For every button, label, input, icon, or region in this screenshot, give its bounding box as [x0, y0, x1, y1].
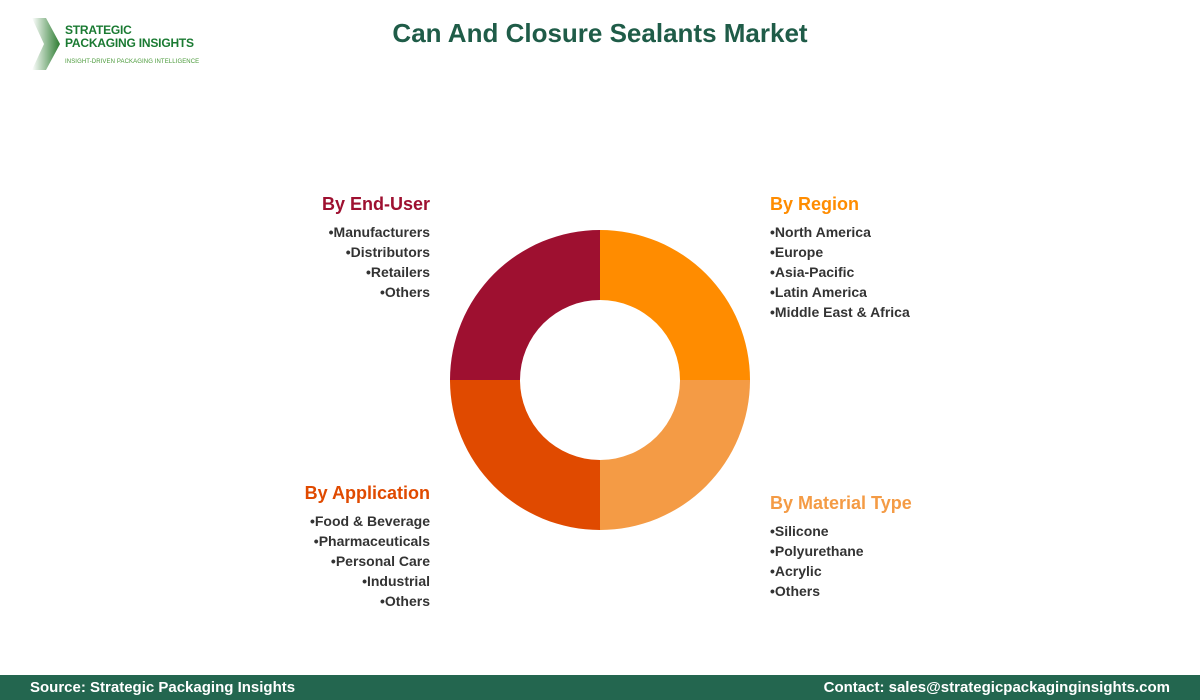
legend-group-material-type: By Material Type SiliconePolyurethaneAcry…: [770, 493, 912, 601]
group-item: Pharmaceuticals: [305, 531, 430, 551]
group-item: Acrylic: [770, 561, 912, 581]
group-item: Europe: [770, 242, 910, 262]
contact-text: Contact: sales@strategicpackaginginsight…: [823, 679, 1170, 696]
donut-segment-by-material-type: [600, 380, 750, 530]
donut-segment-by-region: [600, 230, 750, 380]
group-item: Others: [305, 591, 430, 611]
footer: Source: Strategic Packaging Insights Con…: [0, 675, 1200, 700]
logo-name: STRATEGIC PACKAGING INSIGHTS: [65, 23, 194, 50]
group-title: By Material Type: [770, 493, 912, 513]
group-item: Polyurethane: [770, 541, 912, 561]
group-item: Silicone: [770, 521, 912, 541]
group-item: Others: [322, 282, 430, 302]
group-item: Asia-Pacific: [770, 262, 910, 282]
group-item: Industrial: [305, 571, 430, 591]
group-item: Food & Beverage: [305, 511, 430, 531]
group-item: North America: [770, 222, 910, 242]
legend-group-application: By Application Food & BeveragePharmaceuti…: [305, 483, 430, 611]
group-item: Retailers: [322, 262, 430, 282]
group-title: By End-User: [321, 194, 430, 214]
group-title: By Application: [304, 483, 430, 503]
legend-group-region: By Region North AmericaEuropeAsia-Pacific…: [770, 194, 910, 322]
group-item: Latin America: [770, 282, 910, 302]
donut-segment-by-end-user: [450, 230, 600, 380]
logo: STRATEGIC PACKAGING INSIGHTS INSIGHT-DRIV…: [30, 18, 210, 73]
page-title: Can And Closure Sealants Market: [392, 18, 808, 48]
legend-group-end-user: By End-User ManufacturersDistributorsReta…: [322, 194, 430, 302]
donut-segment-by-application: [450, 380, 600, 530]
group-item: Distributors: [322, 242, 430, 262]
group-item: Manufacturers: [322, 222, 430, 242]
group-item: Others: [770, 581, 912, 601]
group-title: By Region: [770, 194, 860, 214]
logo-chevron-icon: [32, 18, 60, 70]
group-item: Personal Care: [305, 551, 430, 571]
source-text: Source: Strategic Packaging Insights: [30, 679, 296, 696]
group-item: Middle East & Africa: [770, 302, 910, 322]
logo-tagline: INSIGHT-DRIVEN PACKAGING INTELLIGENCE: [65, 59, 200, 65]
